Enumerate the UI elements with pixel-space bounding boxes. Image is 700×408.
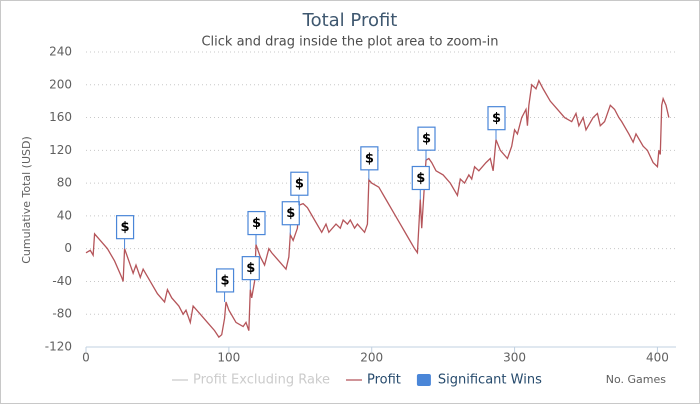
profit-line (85, 79, 670, 339)
flag: $ (411, 165, 430, 200)
flag-title: $ (121, 220, 130, 235)
flag: $ (115, 215, 135, 249)
flag-box (215, 268, 235, 293)
flag: $ (360, 146, 379, 180)
flag-title: $ (492, 111, 501, 126)
flag-box (115, 215, 135, 240)
y-tick-label: -80 (52, 307, 72, 321)
flag-title: $ (221, 273, 230, 288)
y-tick-label: 120 (49, 143, 72, 157)
x-tick-label: 300 (503, 351, 526, 365)
flag: $ (487, 106, 506, 140)
legend-label: Profit (367, 373, 401, 388)
flag-title: $ (246, 261, 255, 276)
flag: $ (247, 210, 266, 245)
x-tick-label: 400 (646, 351, 669, 365)
flag-box (290, 171, 309, 196)
flag-title: $ (286, 206, 295, 221)
flag-title: $ (416, 171, 425, 186)
y-tick-label: 40 (57, 208, 72, 222)
x-tick-label: 0 (82, 351, 90, 365)
y-tick-label: 240 (49, 45, 72, 59)
flag-box (247, 210, 266, 236)
y-tick-label: 200 (49, 77, 72, 91)
flag-box (487, 106, 506, 131)
x-tick-label: 200 (360, 351, 383, 365)
flag-box (360, 146, 379, 171)
flag-title: $ (252, 216, 261, 231)
flag: $ (215, 268, 235, 302)
x-tick-label: 100 (217, 351, 240, 365)
y-tick-label: 0 (64, 241, 72, 255)
flag: $ (290, 171, 309, 206)
chart-subtitle: Click and drag inside the plot area to z… (201, 35, 498, 50)
y-tick-label: 160 (49, 110, 72, 124)
legend-symbol (416, 374, 431, 386)
y-axis-title: Cumulative Total (USD) (20, 136, 33, 264)
legend-label: Profit Excluding Rake (193, 373, 330, 388)
flag-box (241, 256, 260, 281)
y-tick-label: -40 (52, 274, 72, 288)
flag-box (281, 201, 300, 226)
flag: $ (417, 126, 436, 161)
chart-title: Total Profit (302, 10, 398, 31)
flag-title: $ (365, 151, 374, 166)
x-axis-title: No. Games (606, 373, 667, 386)
legend-label: Significant Wins (438, 373, 542, 388)
flag-title: $ (422, 132, 431, 147)
y-tick-label: 80 (57, 176, 72, 190)
flag-box (417, 126, 436, 151)
flag: $ (241, 256, 260, 290)
y-tick-label: -120 (45, 340, 72, 354)
flag: $ (281, 201, 300, 235)
flag-title: $ (295, 177, 304, 192)
flag-box (411, 165, 430, 191)
